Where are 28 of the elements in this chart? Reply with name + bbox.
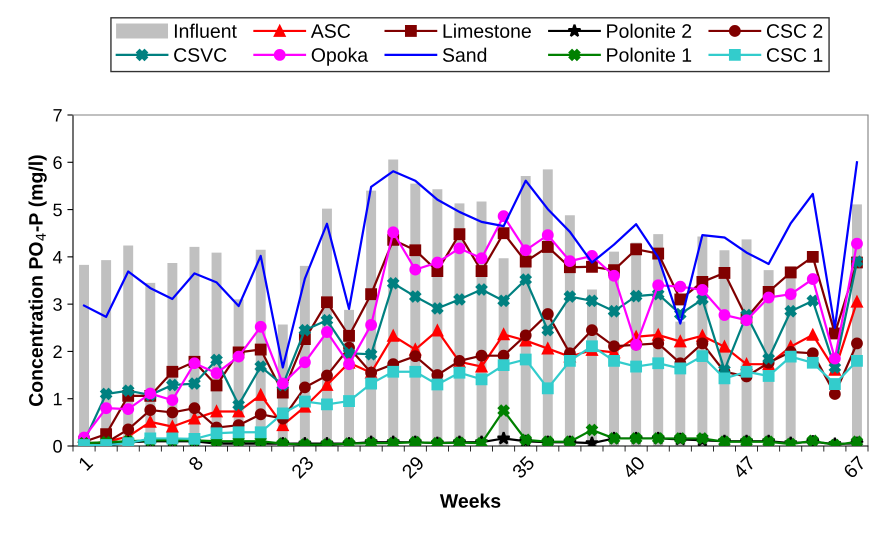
x-tick-label: 35 (511, 455, 536, 480)
x-tick-label: 40 (622, 455, 646, 480)
legend-label: CSVC (174, 48, 226, 62)
y-tick-label: 4 (52, 250, 62, 264)
y-tick-label: 7 (53, 109, 62, 122)
legend-label: CSC 1 (766, 48, 822, 62)
legend-label: Influent (174, 24, 237, 38)
legend-label: Polonite 2 (607, 24, 692, 38)
legend-label: ASC (310, 24, 350, 38)
x-tick-label: 8 (188, 455, 204, 472)
x-tick-label: 1 (78, 456, 94, 471)
x-tick-label: 23 (290, 455, 314, 480)
y-tick-label: 6 (53, 156, 62, 170)
legend-label: Opoka (312, 48, 368, 66)
legend-label: CSC 2 (766, 24, 822, 38)
legend-label: Limestone (444, 24, 531, 38)
x-tick-label: 67 (842, 455, 866, 480)
y-axis-title: Concentration PO$_{4}$-P (mg/l) (28, 155, 47, 406)
y-tick-label: 1 (54, 392, 62, 406)
x-axis-title: Weeks (440, 494, 500, 508)
legend-label: Sand (442, 48, 486, 62)
legend-label: Polonite 1 (607, 48, 692, 62)
x-tick-label: 29 (401, 455, 425, 480)
x-tick-label: 47 (732, 456, 756, 480)
y-tick-label: 5 (53, 204, 62, 216)
y-tick-label: 0 (53, 440, 62, 453)
y-tick-label: 3 (53, 298, 62, 311)
y-tick-label: 2 (53, 345, 62, 358)
